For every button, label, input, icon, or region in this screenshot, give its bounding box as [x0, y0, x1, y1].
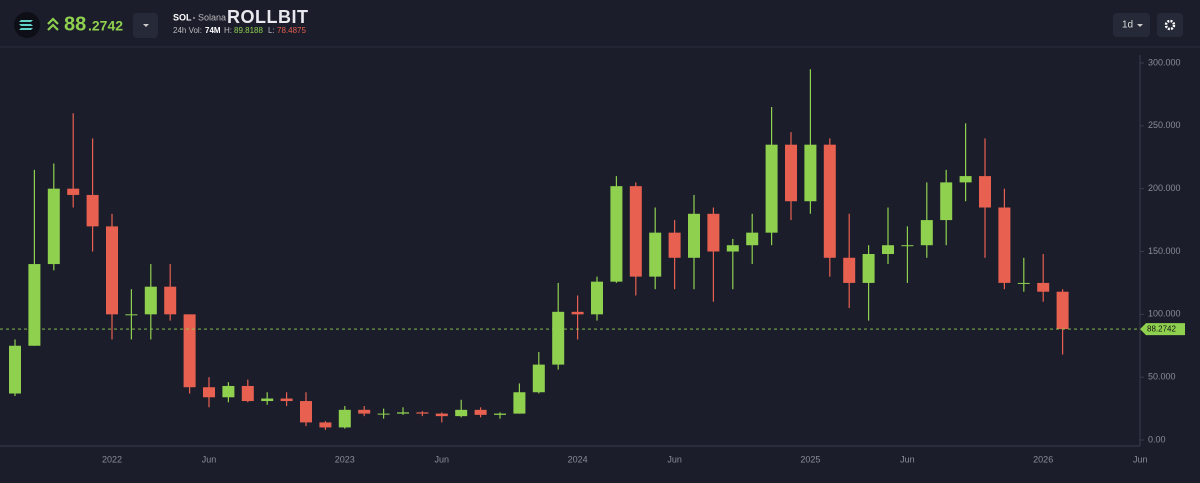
candle-body	[940, 182, 953, 221]
candle-body	[998, 207, 1011, 283]
candle-body	[610, 186, 623, 282]
candle-body	[726, 245, 739, 252]
candle-body	[959, 176, 972, 183]
candle-body	[455, 409, 468, 417]
candle-body	[494, 413, 506, 415]
y-tick-label: 150.000	[1148, 246, 1181, 256]
candle-body	[241, 385, 254, 402]
price-int: 88	[64, 13, 86, 35]
brand-logo: ROLLBIT	[227, 7, 309, 27]
candle-body	[435, 413, 448, 417]
y-tick-label: 50.000	[1148, 372, 1176, 382]
high-value: 89.8188	[234, 26, 263, 35]
x-tick-label: Jun	[435, 454, 450, 464]
candle-body	[183, 314, 196, 388]
candle-body	[319, 422, 332, 428]
last-price-tag	[1140, 323, 1185, 336]
candle-body	[144, 286, 157, 315]
vol-label: 24h Vol:	[173, 26, 202, 35]
coin-icon	[19, 20, 33, 30]
interval-selector[interactable]	[1113, 13, 1150, 37]
candle-body	[649, 232, 662, 277]
high-label: H:	[224, 26, 232, 35]
x-tick-label: Jun	[202, 454, 217, 464]
candle-body	[9, 345, 21, 394]
y-tick-label: 300.000	[1148, 57, 1181, 67]
candle-body	[862, 254, 875, 283]
x-tick-label: 2022	[102, 454, 122, 464]
candle-body	[901, 245, 914, 247]
price-dec: .2742	[88, 18, 123, 34]
candle-body	[474, 409, 487, 415]
x-tick-label: Jun	[900, 454, 915, 464]
candle-body	[785, 144, 797, 202]
x-tick-label: Jun	[667, 454, 682, 464]
candle-body	[338, 409, 351, 428]
candle-body	[222, 385, 235, 398]
x-tick-label: 2025	[800, 454, 820, 464]
up-arrow-icon	[47, 17, 59, 31]
candle-body	[106, 226, 118, 315]
candle-body	[1017, 282, 1030, 284]
candle-body	[765, 144, 778, 233]
candle-body	[358, 409, 371, 414]
candle-body	[843, 257, 856, 283]
candle-body	[1037, 282, 1050, 292]
candle-body	[804, 144, 817, 202]
x-tick-label: 2023	[335, 454, 355, 464]
candle-body	[28, 264, 41, 346]
x-tick-label: Jun	[1133, 454, 1148, 464]
symbol: SOL	[173, 12, 192, 22]
settings-button[interactable]	[1157, 13, 1183, 37]
y-tick-label: 0.00	[1148, 434, 1166, 444]
interval: 1d	[1122, 20, 1133, 31]
candle-body	[571, 311, 584, 315]
y-tick-label: 100.000	[1148, 309, 1181, 319]
candle-body	[823, 144, 836, 258]
coin-name: Solana	[198, 12, 226, 22]
candle-body	[882, 245, 894, 255]
last-price-label: 88.2742	[1147, 325, 1176, 334]
y-tick-label: 250.000	[1148, 120, 1181, 130]
candle-body	[261, 398, 274, 402]
candle-body	[300, 401, 312, 423]
x-tick-label: 2026	[1033, 454, 1053, 464]
candle-body	[979, 176, 991, 208]
candle-body	[532, 364, 545, 393]
interval-caret	[1137, 24, 1143, 27]
candle-body	[746, 232, 759, 246]
candle-body	[280, 398, 293, 402]
y-tick-label: 200.000	[1148, 183, 1181, 193]
low-label: L:	[268, 26, 275, 35]
candle-body	[164, 286, 177, 315]
candle-body	[67, 188, 80, 195]
settings-icon	[1164, 19, 1176, 31]
x-tick-label: 2024	[568, 454, 588, 464]
candle-body	[125, 314, 138, 316]
candle-body	[552, 311, 565, 365]
candle-body	[688, 213, 700, 258]
dropdown-caret	[143, 24, 149, 27]
candle-body	[707, 213, 720, 252]
candle-body	[920, 220, 933, 246]
candle-body	[513, 392, 526, 414]
candle-body	[668, 232, 681, 258]
candle-body	[591, 281, 603, 315]
separator-dot	[193, 17, 195, 19]
candle-body	[203, 387, 215, 398]
candle-body	[416, 412, 429, 414]
vol-value: 74M	[205, 26, 221, 35]
candle-body	[397, 412, 409, 414]
candle-body	[1056, 291, 1069, 330]
candle-body	[47, 188, 60, 265]
low-value: 78.4875	[277, 26, 306, 35]
candle-body	[86, 194, 99, 227]
candle-body	[377, 413, 390, 415]
candle-body	[629, 186, 642, 277]
